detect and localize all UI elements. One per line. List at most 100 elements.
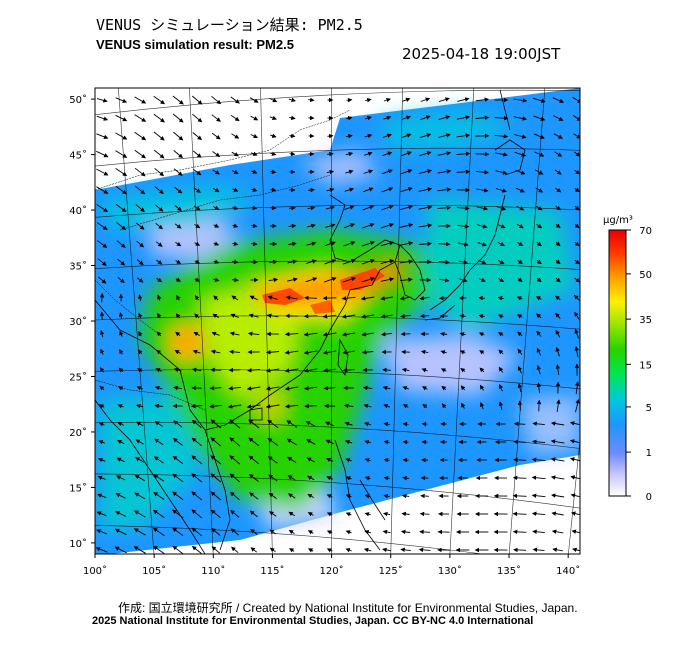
wind-arrow: [191, 473, 203, 483]
wind-arrow: [173, 385, 183, 391]
wind-arrow: [285, 295, 298, 300]
wind-arrow: [478, 277, 486, 282]
wind-arrow: [99, 385, 105, 391]
wind-arrow: [498, 401, 504, 411]
wind-arrow: [117, 277, 125, 284]
wind-arrow: [229, 491, 240, 501]
wind-arrow: [478, 295, 485, 301]
wind-arrow: [364, 421, 372, 427]
wind-arrow: [96, 222, 108, 231]
wind-arrow: [99, 404, 105, 409]
wind-arrow: [211, 114, 221, 122]
wind-arrow: [303, 350, 318, 355]
wind-arrow: [517, 348, 523, 355]
wind-arrow: [155, 204, 164, 212]
field-clean-2: [380, 335, 520, 395]
wind-arrow: [212, 169, 220, 175]
wind-arrow: [574, 311, 580, 320]
wind-arrow: [551, 493, 565, 498]
wind-arrow: [115, 114, 128, 122]
wind-arrow: [456, 151, 471, 156]
wind-arrow: [134, 114, 147, 122]
wind-arrow: [364, 133, 373, 139]
wind-arrow: [229, 437, 241, 447]
wind-arrow: [419, 529, 430, 535]
wind-arrow: [380, 277, 395, 282]
wind-arrow: [364, 476, 371, 481]
wind-arrow: [135, 403, 144, 409]
wind-arrow: [479, 384, 485, 391]
wind-arrow: [514, 134, 527, 139]
wind-arrow: [266, 349, 280, 355]
wind-arrow: [327, 151, 334, 157]
wind-arrow: [228, 386, 241, 391]
wind-arrow: [437, 187, 452, 192]
wind-arrow: [323, 385, 336, 391]
wind-arrow: [420, 493, 429, 499]
wind-arrow: [211, 132, 221, 140]
wind-arrow: [114, 528, 127, 536]
wind-arrow: [497, 295, 504, 301]
wind-arrow: [381, 205, 394, 211]
wind-arrow: [438, 259, 450, 265]
wind-arrow: [115, 97, 128, 103]
wind-arrow: [230, 96, 240, 104]
wind-arrow: [194, 295, 200, 301]
wind-arrow: [152, 527, 165, 537]
wind-arrow: [534, 151, 545, 157]
wind-arrow: [362, 223, 375, 229]
wind-arrow: [512, 493, 527, 499]
colorbar-unit: µg/m³: [603, 215, 633, 226]
wind-arrow: [479, 367, 485, 373]
wind-arrow: [532, 97, 546, 103]
wind-arrow: [97, 493, 107, 499]
wind-arrow: [173, 150, 183, 159]
colorbar-tick-label: 5: [646, 403, 652, 414]
wind-arrow: [210, 491, 222, 501]
field-red-1: [262, 288, 305, 305]
lon-tick-label: 140˚: [556, 565, 580, 577]
wind-arrow: [191, 509, 203, 519]
wind-arrow: [213, 295, 219, 301]
wind-arrow: [304, 295, 318, 301]
wind-arrow: [285, 404, 299, 409]
wind-arrow: [135, 185, 146, 195]
wind-arrow: [343, 223, 355, 229]
wind-arrow: [269, 511, 277, 517]
wind-arrow: [134, 131, 147, 141]
wind-arrow: [118, 386, 124, 391]
wind-arrow: [270, 133, 277, 138]
longitude-axis: 100˚ 105˚ 110˚ 115˚ 120˚ 125˚ 130˚ 135˚ 140˚: [83, 554, 580, 577]
wind-arrow: [172, 438, 183, 446]
wind-arrow: [135, 222, 145, 230]
meridian-line: [390, 88, 403, 554]
wind-arrow: [345, 512, 352, 517]
wind-arrow: [457, 205, 470, 211]
wind-arrow: [154, 186, 164, 194]
wind-arrow: [194, 223, 201, 229]
wind-arrow: [210, 349, 221, 355]
wind-arrow: [363, 547, 372, 553]
wind-arrow: [420, 115, 431, 121]
wind-arrow: [307, 493, 315, 499]
wind-arrow: [248, 437, 260, 447]
wind-arrow: [418, 241, 432, 247]
wind-arrow: [154, 167, 165, 177]
wind-arrow: [115, 204, 127, 213]
wind-arrow: [516, 223, 524, 229]
wind-arrow: [402, 475, 409, 481]
wind-arrow: [361, 332, 374, 337]
wind-arrow: [249, 97, 259, 103]
wind-arrow: [341, 296, 356, 301]
wind-arrow: [213, 241, 220, 246]
wind-arrow: [536, 347, 542, 356]
wind-arrow: [419, 295, 430, 301]
wind-arrow: [95, 547, 108, 553]
wind-arrow: [361, 349, 374, 355]
credit-text: 作成: 国立環境研究所 / Created by National Instit…: [118, 601, 578, 615]
wind-arrow: [173, 168, 183, 176]
wind-arrow: [116, 457, 125, 463]
wind-arrow: [459, 313, 467, 319]
wind-arrow: [191, 491, 203, 501]
field-red-2: [340, 268, 385, 290]
